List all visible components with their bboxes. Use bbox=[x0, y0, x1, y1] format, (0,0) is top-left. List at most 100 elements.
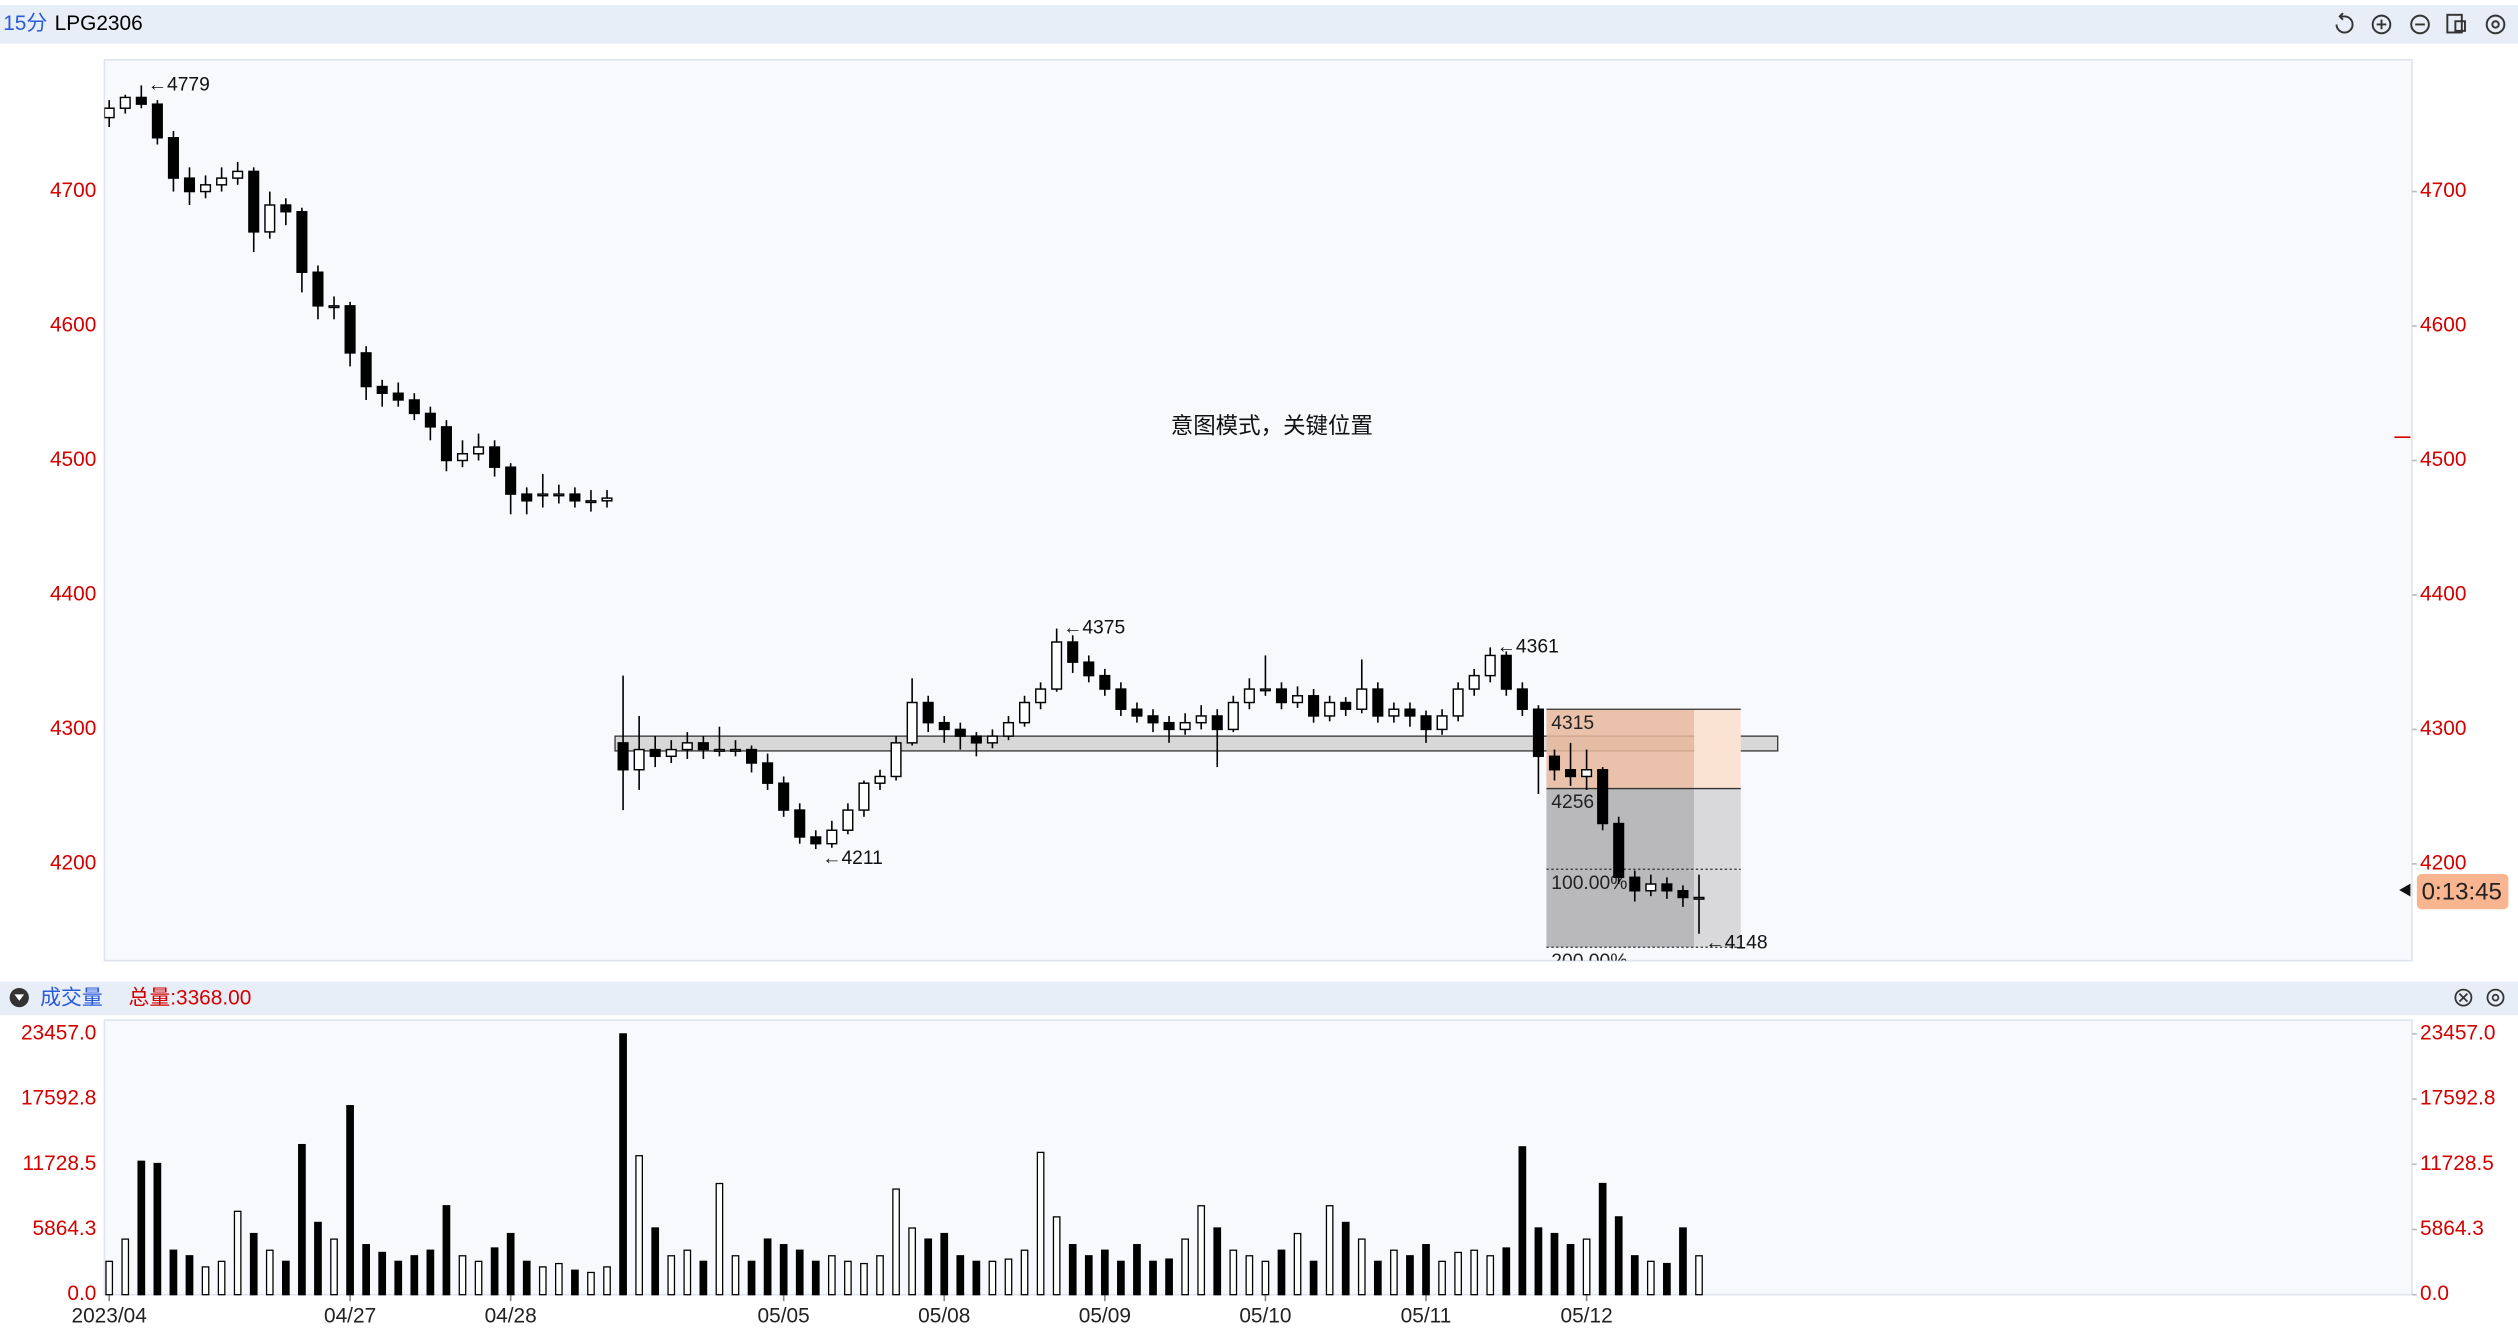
candle-body bbox=[521, 493, 533, 502]
candle-body bbox=[183, 177, 196, 193]
y-tick-label: 4300 bbox=[50, 717, 96, 740]
zoom-out-icon[interactable] bbox=[2410, 14, 2430, 35]
candle-body bbox=[1179, 721, 1191, 731]
volume-bar bbox=[1036, 1151, 1045, 1296]
candle-body bbox=[1500, 654, 1512, 690]
candle-body bbox=[938, 721, 950, 731]
candle-body bbox=[601, 497, 613, 502]
volume-bar bbox=[1020, 1249, 1029, 1296]
candle-body bbox=[649, 748, 661, 758]
candle-body bbox=[344, 305, 356, 354]
zoom-in-icon[interactable] bbox=[2371, 14, 2392, 35]
candle-body bbox=[1324, 701, 1336, 717]
candle-body bbox=[1115, 688, 1127, 710]
volume-bar bbox=[1582, 1238, 1591, 1296]
close-icon[interactable] bbox=[2454, 988, 2473, 1007]
volume-bar bbox=[442, 1205, 451, 1296]
volume-bar bbox=[265, 1249, 274, 1296]
candle-body bbox=[1452, 688, 1464, 717]
volume-bar bbox=[458, 1255, 467, 1296]
candle-body bbox=[312, 271, 324, 307]
volume-tools bbox=[2454, 988, 2505, 1007]
price-label: ←4375 bbox=[1063, 618, 1125, 639]
volume-bar bbox=[1646, 1260, 1655, 1296]
candle-body bbox=[232, 170, 244, 179]
volume-bar bbox=[522, 1260, 531, 1296]
candle-body bbox=[585, 500, 597, 504]
candle-body bbox=[858, 782, 870, 811]
candle-body bbox=[1693, 896, 1705, 900]
y-tick-label: 11728.5 bbox=[22, 1152, 96, 1175]
volume-bar bbox=[410, 1255, 419, 1296]
countdown: 0:13:45 bbox=[2422, 879, 2502, 906]
y2-tick-label: 17592.8 bbox=[2420, 1087, 2495, 1110]
volume-bar bbox=[1454, 1251, 1462, 1296]
candle-body bbox=[617, 742, 629, 771]
price-label: ←4211 bbox=[822, 848, 883, 869]
candle-body bbox=[1211, 715, 1223, 731]
candle-body bbox=[264, 204, 276, 233]
candle-body bbox=[1275, 688, 1288, 704]
candle-body bbox=[681, 742, 693, 751]
volume-bar bbox=[201, 1266, 210, 1296]
x-tick-label: 04/28 bbox=[485, 1305, 537, 1328]
candle-body bbox=[1532, 708, 1544, 758]
volume-bar bbox=[1357, 1238, 1366, 1296]
volume-bar bbox=[298, 1143, 306, 1296]
volume-bar bbox=[1663, 1262, 1671, 1296]
volume-bar bbox=[121, 1238, 130, 1296]
volume-bar bbox=[554, 1262, 563, 1296]
settings-icon[interactable] bbox=[2486, 988, 2505, 1007]
candle-body bbox=[794, 809, 806, 838]
main-layer: 4315 4256 100.00% 200.00% ←4779 ←4375 ←4361 ←42… bbox=[104, 74, 1779, 961]
volume-bar bbox=[1277, 1249, 1286, 1296]
volume-bar bbox=[1422, 1244, 1430, 1296]
y2-tick-label: 4500 bbox=[2420, 448, 2466, 471]
price-label: ←4148 bbox=[1705, 933, 1767, 954]
candle-body bbox=[778, 782, 790, 811]
x-tick-label: 05/08 bbox=[918, 1305, 970, 1328]
candle-body bbox=[1259, 688, 1271, 692]
y-tick-label: 4200 bbox=[50, 851, 96, 874]
candle-body bbox=[762, 762, 774, 784]
layout-icon[interactable] bbox=[2446, 13, 2463, 34]
candle-body bbox=[473, 446, 485, 455]
candle-body bbox=[970, 735, 982, 744]
y-tick-label: 4600 bbox=[50, 314, 96, 337]
volume-bar bbox=[1052, 1216, 1061, 1296]
candle-body bbox=[135, 96, 147, 105]
candle-body bbox=[151, 103, 163, 139]
x-tick-label: 05/05 bbox=[758, 1305, 810, 1328]
volume-bar bbox=[1695, 1255, 1703, 1296]
volume-bar bbox=[1084, 1255, 1093, 1296]
candle-body bbox=[842, 809, 854, 831]
volume-bar bbox=[1534, 1227, 1543, 1296]
volume-bar bbox=[587, 1271, 595, 1296]
header-bar bbox=[0, 5, 2518, 44]
candle-body bbox=[1420, 715, 1432, 731]
volume-bar bbox=[394, 1260, 403, 1296]
volume-bar bbox=[1068, 1244, 1077, 1296]
volume-bar bbox=[1390, 1249, 1398, 1296]
candle-body bbox=[537, 493, 549, 497]
collapse-arrow bbox=[14, 994, 25, 1001]
settings-icon[interactable] bbox=[2485, 14, 2506, 35]
candle-body bbox=[248, 170, 260, 233]
countdown-arrow bbox=[2399, 883, 2411, 897]
candle-body bbox=[1019, 701, 1031, 724]
candle-body bbox=[890, 742, 902, 778]
volume-bar bbox=[330, 1238, 338, 1296]
candle-body bbox=[1035, 688, 1047, 704]
y2-tick-label: 11728.5 bbox=[2420, 1152, 2494, 1175]
undo-icon[interactable] bbox=[2335, 12, 2354, 34]
volume-bar bbox=[1486, 1255, 1495, 1296]
y-tick-label: 4500 bbox=[50, 448, 96, 471]
candle-body bbox=[1613, 822, 1625, 879]
candle-body bbox=[697, 742, 709, 751]
candle-body bbox=[906, 701, 918, 744]
volume-bar bbox=[892, 1188, 900, 1296]
interval[interactable]: 15分 bbox=[3, 12, 47, 35]
volume-bar bbox=[924, 1238, 933, 1296]
volume-bar bbox=[860, 1262, 868, 1296]
